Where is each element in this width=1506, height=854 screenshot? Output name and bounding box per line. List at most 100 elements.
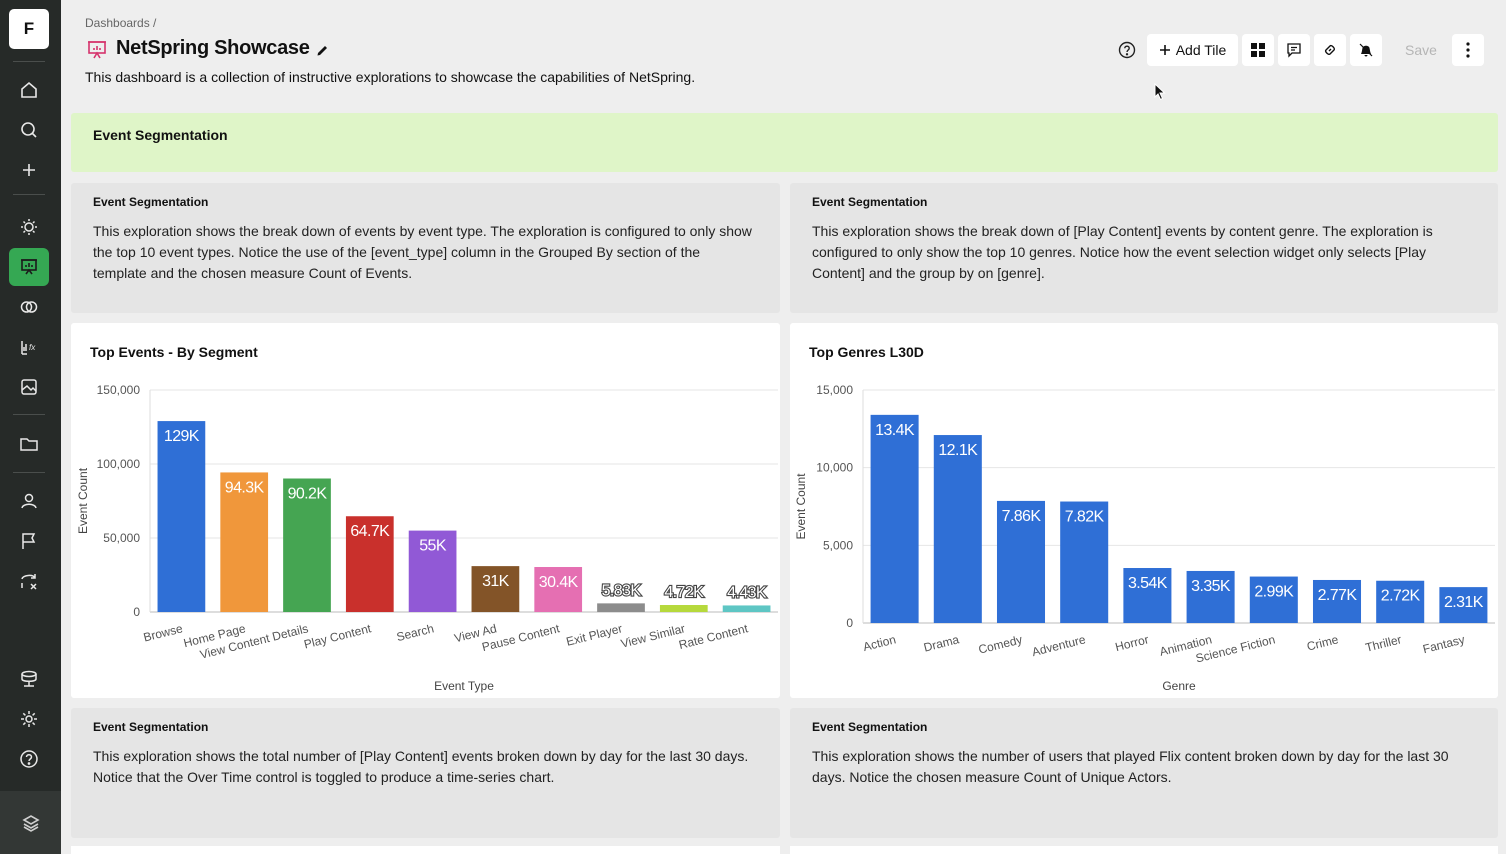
help-icon [20, 750, 38, 768]
sidebar-item-search[interactable] [9, 111, 49, 149]
bar[interactable] [1376, 580, 1425, 623]
tile-text-line: configured to only show the top 10 genre… [812, 244, 1427, 260]
tile-text: This exploration shows the break down of… [93, 221, 752, 284]
bar[interactable] [1060, 501, 1109, 623]
sidebar-item-insights[interactable] [9, 208, 49, 246]
data-label: 31K [482, 573, 510, 590]
help-icon [1118, 41, 1136, 59]
bar-chart-events[interactable]: 0 50,000 100,000 150,000 Event Count Event Ty… [71, 323, 780, 698]
text-tile[interactable]: Event Segmentation This exploration show… [71, 708, 780, 838]
sidebar-item-settings[interactable] [9, 700, 49, 738]
breadcrumb[interactable]: Dashboards / [85, 16, 157, 30]
tile-heading: Event Segmentation [93, 720, 209, 734]
tile-text: This exploration shows the total number … [93, 746, 748, 788]
bar[interactable] [345, 516, 394, 612]
sidebar-item-data[interactable] [9, 660, 49, 698]
section-header-tile: Event Segmentation [71, 113, 1498, 172]
segments-icon [20, 301, 38, 313]
sidebar-item-folders[interactable] [9, 425, 49, 463]
more-options-button[interactable] [1452, 34, 1484, 66]
sidebar-item-flags[interactable] [9, 522, 49, 560]
bar[interactable] [933, 435, 982, 623]
sidebar-item-experiments[interactable] [9, 562, 49, 600]
gear-icon [21, 711, 37, 727]
x-tick-label: Search [395, 621, 435, 644]
x-tick-label: Adventure [1030, 632, 1087, 659]
bar[interactable] [1439, 587, 1488, 623]
bar[interactable] [1249, 576, 1298, 623]
data-label: 3.35K [1191, 578, 1231, 595]
sidebar-item-metrics[interactable]: fx [9, 328, 49, 366]
bar[interactable] [597, 603, 645, 612]
page-description: This dashboard is a collection of instru… [85, 69, 696, 85]
x-tick-label: Rate Content [677, 621, 750, 652]
sidebar-item-create[interactable] [9, 151, 49, 189]
chart-tile[interactable]: Top Genres L30D 0 5,000 10,000 15,000 Event … [790, 323, 1498, 698]
bar[interactable] [534, 567, 583, 612]
mouse-cursor-icon [1154, 83, 1166, 101]
subscribe-button[interactable] [1350, 34, 1382, 66]
bar-chart-genres[interactable]: 0 5,000 10,000 15,000 Event Count Genre 13.4K A… [790, 323, 1498, 698]
text-tile[interactable]: Event Segmentation This exploration show… [71, 183, 780, 313]
sidebar-item-gallery[interactable] [9, 368, 49, 406]
tile-text: This exploration shows the number of use… [812, 746, 1449, 788]
layout-button[interactable] [1242, 34, 1274, 66]
text-tile[interactable]: Event Segmentation This exploration show… [790, 708, 1498, 838]
data-label: 13.4K [875, 422, 915, 439]
pencil-icon[interactable] [316, 43, 330, 57]
data-label: 129K [164, 428, 200, 445]
bar[interactable] [157, 421, 206, 612]
tile-text-line: This exploration shows the number of use… [812, 748, 1449, 764]
sidebar-item-segments[interactable] [9, 288, 49, 326]
sidebar-item-home[interactable] [9, 71, 49, 109]
x-axis-label: Event Type [434, 679, 494, 693]
text-tile[interactable]: Event Segmentation This exploration show… [790, 183, 1498, 313]
tile-heading: Event Segmentation [812, 195, 928, 209]
folder-icon [20, 438, 38, 451]
help-button[interactable] [1113, 34, 1141, 66]
link-icon [1324, 44, 1336, 56]
tile-text-line: template and the chosen measure Count of… [93, 265, 413, 281]
data-label: 2.99K [1254, 584, 1294, 601]
next-tile-edge [790, 846, 1498, 854]
app-logo[interactable]: F [9, 9, 49, 49]
sidebar-divider [13, 194, 45, 195]
bar[interactable] [1312, 579, 1362, 623]
tile-text-line: This exploration shows the total number … [93, 748, 749, 764]
bar[interactable] [220, 472, 269, 612]
sidebar-item-users[interactable] [9, 482, 49, 520]
data-label: 5.83K [602, 582, 642, 599]
image-icon [21, 379, 37, 395]
more-vertical-icon [1466, 42, 1470, 58]
bar[interactable] [283, 478, 331, 612]
bell-icon [1359, 43, 1373, 57]
sidebar-divider [13, 414, 45, 415]
data-label: 7.82K [1065, 509, 1105, 526]
bar[interactable] [1186, 570, 1235, 623]
x-tick-label: Thriller [1364, 632, 1403, 654]
sidebar-item-dashboards[interactable] [9, 248, 49, 286]
bar[interactable] [996, 500, 1046, 623]
save-button[interactable]: Save [1405, 42, 1437, 58]
sidebar-footer[interactable] [0, 791, 61, 854]
stack-logo-icon [21, 814, 40, 832]
bar[interactable] [1123, 568, 1172, 623]
y-tick-label: 5,000 [823, 538, 853, 552]
y-tick-label: 15,000 [816, 383, 853, 397]
bar[interactable] [408, 530, 457, 612]
chart-tile[interactable]: Top Events - By Segment 0 50,000 100,000 15… [71, 323, 780, 698]
plus-icon [1159, 45, 1170, 55]
y-axis-label: Event Count [794, 473, 808, 540]
comments-button[interactable] [1278, 34, 1310, 66]
add-tile-button[interactable]: Add Tile [1147, 34, 1238, 66]
dashboard-icon [21, 259, 37, 275]
tile-text-line: Notice that the Over Time control is tog… [93, 769, 555, 785]
bar[interactable] [870, 414, 919, 623]
sidebar-item-help[interactable] [9, 740, 49, 778]
bar[interactable] [659, 605, 708, 612]
tile-heading: Event Segmentation [812, 720, 928, 734]
bar[interactable] [722, 605, 771, 612]
copy-link-button[interactable] [1314, 34, 1346, 66]
x-tick-label: Drama [922, 632, 961, 654]
bar[interactable] [471, 566, 520, 612]
